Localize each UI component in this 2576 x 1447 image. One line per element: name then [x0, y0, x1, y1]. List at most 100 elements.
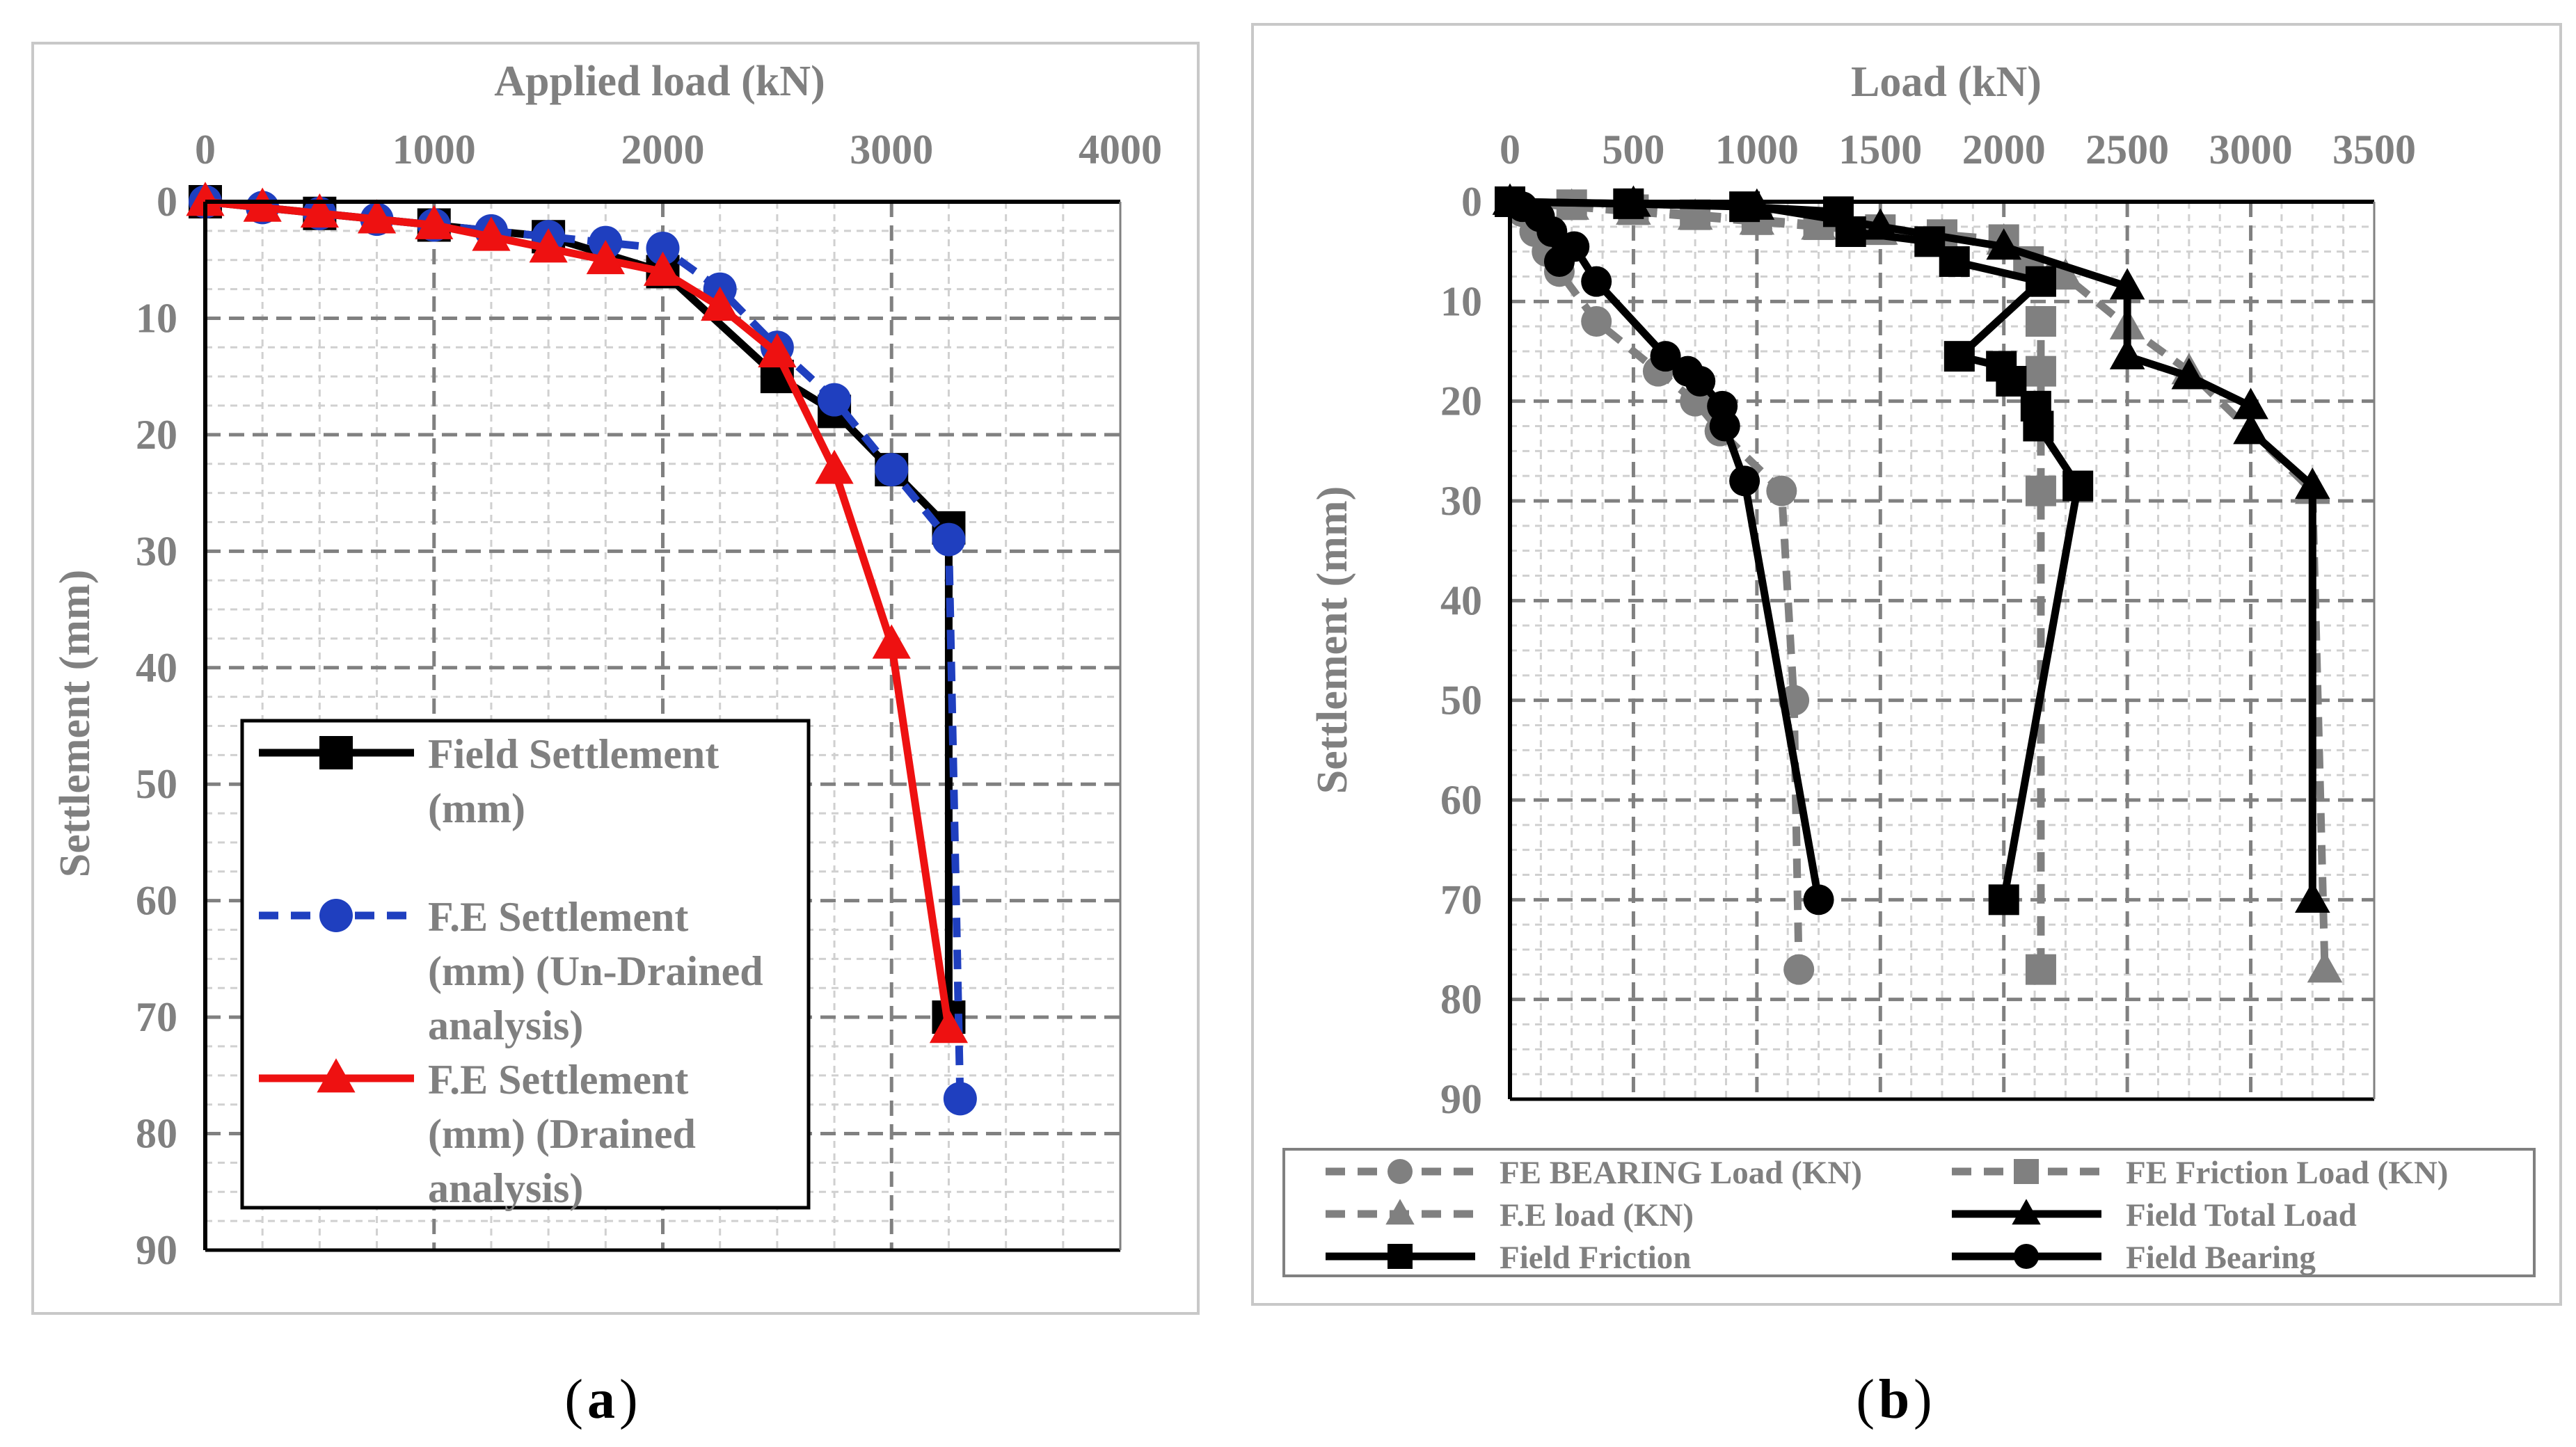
legend-a-label-1: (mm) (Un-Drained: [428, 948, 763, 994]
a-x-tick-label: 3000: [850, 127, 933, 173]
a-series-2-point: [415, 205, 454, 239]
b-series-0-point: [1766, 475, 1797, 506]
b-y-tick-label: 0: [1461, 179, 1482, 225]
panel-a-legend: Field Settlement (mm) F.E Settlement (mm) (…: [240, 719, 811, 1211]
b-series-4-point: [1835, 216, 1866, 247]
a-series-2-point: [586, 239, 625, 275]
b-series-5-point: [1559, 231, 1590, 262]
svg-text:): ): [1914, 1369, 1932, 1430]
b-series-0-point: [1783, 954, 1815, 985]
a-y-tick-label: 50: [136, 761, 177, 807]
a-series-2-point: [701, 286, 740, 321]
panel-a-y-axis-title: Settlement (mm): [51, 570, 99, 877]
b-series-4-point: [2023, 410, 2054, 442]
b-y-tick-label: 10: [1440, 278, 1482, 324]
panel-b-legend-box: [1282, 1148, 2536, 1277]
b-x-tick-label: 1500: [1838, 127, 1922, 173]
b-series-4-point: [2062, 470, 2094, 502]
b-x-tick-label: 1000: [1715, 127, 1799, 173]
caption-b-letter: b: [1879, 1369, 1910, 1430]
legend-a-label-0: (mm): [428, 785, 525, 831]
b-y-tick-label: 20: [1440, 378, 1482, 424]
a-series-2-point: [815, 449, 854, 484]
a-series-2-point: [357, 199, 397, 234]
caption-a: ( a ): [564, 1369, 637, 1430]
svg-text:): ): [619, 1369, 638, 1430]
b-series-3-point: [2294, 467, 2330, 499]
a-y-tick-label: 30: [136, 528, 177, 574]
legend-b-label-0: FE BEARING Load (KN): [1500, 1155, 1862, 1191]
b-x-tick-label: 500: [1602, 127, 1664, 173]
b-series-1-point: [2025, 475, 2056, 506]
a-x-tick-label: 0: [195, 127, 216, 173]
b-x-tick-label: 3500: [2332, 127, 2416, 173]
b-series-4-point: [1988, 884, 2019, 916]
legend-a-marker-0: [319, 736, 353, 769]
caption-a-letter: a: [587, 1369, 615, 1430]
legend-b-marker-1: [2014, 1159, 2039, 1184]
a-series-2-point: [872, 624, 911, 659]
b-series-5-point: [1685, 366, 1716, 397]
b-x-tick-label: 2000: [1962, 127, 2046, 173]
panel-b-legend: FE BEARING Load (KN) FE Friction Load (KN…: [1282, 1148, 2536, 1277]
b-series-5-point: [1709, 410, 1740, 442]
panel-a-legend-box: [240, 719, 811, 1210]
b-series-5-point: [1581, 266, 1612, 297]
legend-b-label-5: Field Bearing: [2126, 1240, 2316, 1276]
b-series-4-point: [1943, 341, 1975, 372]
legend-b-marker-2: [1385, 1199, 1415, 1225]
b-x-tick-label: 2500: [2085, 127, 2169, 173]
legend-a-label-2: (mm) (Drained: [428, 1111, 696, 1157]
b-series-5-point: [1729, 465, 1760, 497]
legend-b-label-4: Field Friction: [1500, 1240, 1691, 1276]
a-x-tick-label: 4000: [1079, 127, 1162, 173]
a-series-2-point: [300, 193, 339, 228]
a-series-2-point: [186, 182, 225, 216]
a-series-2-point: [472, 216, 511, 251]
a-series-1-point: [818, 383, 852, 417]
a-series-2-point: [643, 251, 683, 286]
legend-b-marker-4: [1388, 1244, 1413, 1269]
svg-text:(: (: [1856, 1369, 1875, 1430]
legend-b-label-2: F.E load (KN): [1500, 1197, 1694, 1233]
a-series-2-point: [929, 1009, 969, 1044]
panel-b-y-axis-title: Settlement (mm): [1309, 486, 1356, 794]
b-y-tick-label: 30: [1440, 478, 1482, 524]
a-y-tick-label: 70: [136, 994, 177, 1040]
a-x-tick-label: 1000: [392, 127, 476, 173]
legend-b-marker-5: [2014, 1244, 2039, 1269]
a-y-tick-label: 80: [136, 1111, 177, 1157]
legend-a-label-1: F.E Settlement: [428, 894, 688, 940]
b-series-2-point: [1801, 208, 1836, 240]
legend-a-marker-2: [317, 1058, 356, 1093]
b-series-4-point: [1729, 191, 1760, 223]
b-series-3-point: [2171, 358, 2207, 390]
b-series-3-point: [2109, 337, 2145, 369]
a-y-tick-label: 90: [136, 1227, 177, 1273]
a-y-tick-label: 0: [157, 179, 177, 225]
a-y-tick-label: 20: [136, 412, 177, 458]
caption-b: ( b ): [1856, 1369, 1932, 1430]
legend-b-marker-3: [2012, 1199, 2041, 1225]
a-y-tick-label: 60: [136, 878, 177, 924]
b-y-tick-label: 50: [1440, 678, 1482, 724]
panel-b-x-axis-title: Load (kN): [1851, 58, 2042, 106]
b-series-3-point: [2233, 413, 2268, 445]
b-series-1-point: [2025, 954, 2056, 985]
b-series-1-point: [2025, 306, 2056, 337]
a-series-1-point: [646, 231, 680, 265]
a-series-2-point: [243, 187, 282, 222]
a-series-2-point: [758, 333, 797, 368]
b-y-tick-label: 90: [1440, 1076, 1482, 1122]
b-series-4-point: [2025, 266, 2056, 297]
b-series-2-point: [2307, 951, 2343, 983]
b-series-1-point: [2025, 355, 2056, 387]
b-series-2-point: [1677, 198, 1713, 230]
legend-a-label-2: F.E Settlement: [428, 1057, 688, 1103]
b-x-tick-label: 3000: [2209, 127, 2293, 173]
legend-a-label-2: analysis): [428, 1165, 583, 1211]
b-series-0-point: [1581, 306, 1612, 337]
b-y-tick-label: 40: [1440, 577, 1482, 623]
a-y-tick-label: 40: [136, 645, 177, 691]
